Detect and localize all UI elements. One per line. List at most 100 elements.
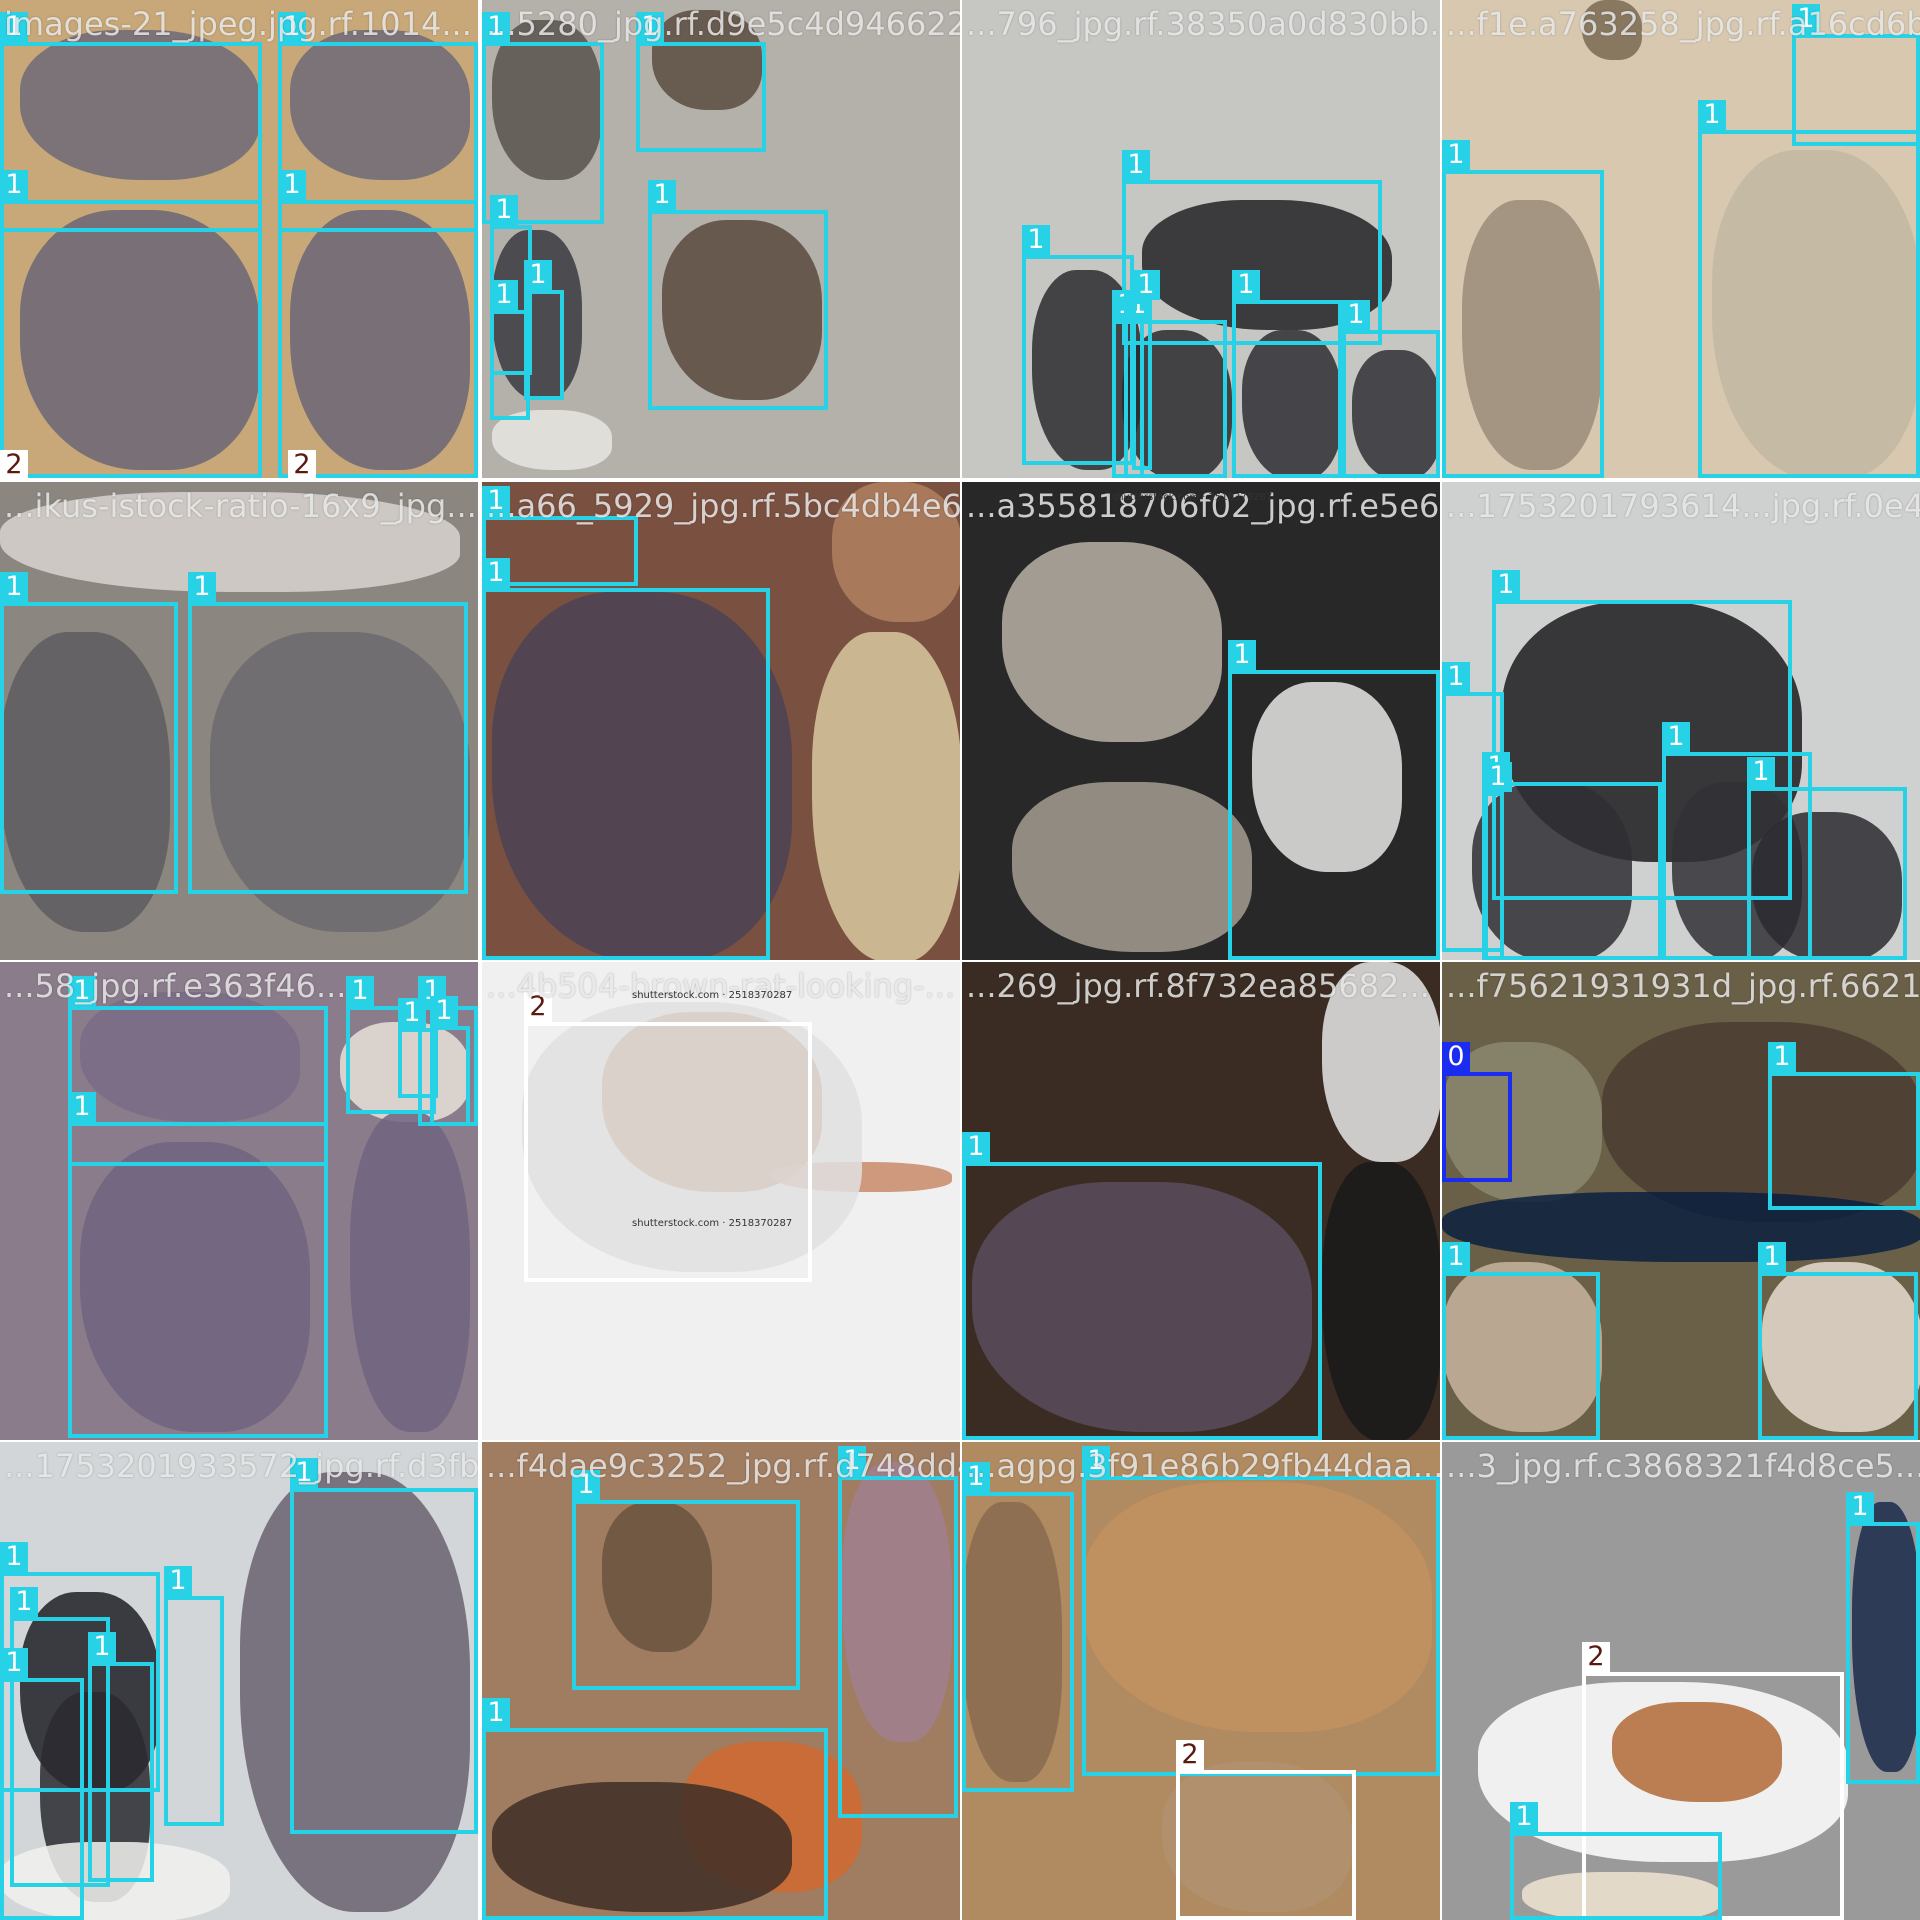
bounding-box-class-1: 1 (430, 996, 470, 1126)
class-label: 1 (962, 1462, 990, 1492)
class-label: 1 (1698, 100, 1726, 130)
bounding-box-class-1: 1 (0, 170, 262, 478)
image-region (80, 1142, 310, 1432)
class-label: 1 (1082, 1446, 1110, 1476)
bounding-box-class-1: 1 (1442, 1242, 1600, 1440)
class-label: 1 (1442, 1242, 1470, 1272)
bounding-box-class-1: 1 (1122, 150, 1382, 345)
tile-filename: ...796_jpg.rf.38350a0d830bb... (966, 5, 1440, 43)
bounding-box-class-1: 1 (1342, 300, 1440, 478)
image-region (1442, 1192, 1920, 1262)
bounding-box-class-1: 1 (0, 12, 262, 232)
bounding-box-class-1: 1 (1846, 1492, 1920, 1784)
tile-filename: ...agpg.3f91e86b29fb44daa... (966, 1447, 1440, 1485)
bounding-box-class-1: 1 (398, 998, 438, 1098)
bounding-box-class-1: 1 (838, 1446, 958, 1818)
image-region (842, 1462, 952, 1742)
mosaic-tile: 1 1 1 ...f1e.a763258_jpg.rf.a16cd6b... (1442, 0, 1920, 478)
image-region (972, 1182, 1312, 1432)
class-label: 1 (68, 976, 96, 1006)
image-region (602, 1502, 712, 1652)
bounding-box-class-1: 1 (68, 976, 328, 1166)
mosaic-tile: 1 1 2 ...agpg.3f91e86b29fb44daa... (962, 1442, 1440, 1920)
class-label: 1 (1442, 662, 1470, 692)
class-label: 1 (482, 558, 510, 588)
class-label: 2 (0, 450, 28, 478)
class-label: 1 (1342, 300, 1370, 330)
image-region (1082, 1482, 1432, 1732)
mosaic-tile: 111111...1753201793614...jpg.rf.0e48... (1442, 482, 1920, 960)
class-label: 1 (1846, 1492, 1874, 1522)
image-region (1352, 350, 1440, 478)
mosaic-tile: 1111111...58_jpg.rf.e363f46... (0, 962, 478, 1440)
class-label: 1 (636, 12, 664, 42)
class-label: 1 (572, 1470, 600, 1500)
class-label: 1 (164, 1566, 192, 1596)
image-region (0, 632, 170, 932)
bounding-box-class-1: 1 (1132, 270, 1160, 470)
mosaic-tile: 1 ...a355818706f02_jpg.rf.e5e6... shutters… (962, 482, 1440, 960)
class-label: 2 (1176, 1740, 1204, 1770)
image-region (80, 992, 300, 1122)
image-region (1322, 962, 1440, 1162)
bounding-box-class-1: 1 (1482, 752, 1662, 960)
class-label: 1 (482, 1698, 510, 1728)
image-region (240, 1472, 470, 1912)
image-region (1252, 682, 1402, 872)
mosaic-tile: 1 ...269_jpg.rf.8f732ea85682... (962, 962, 1440, 1440)
class-label: 1 (490, 195, 518, 225)
image-region (652, 10, 762, 110)
bounding-box-class-1: 1 (1792, 4, 1920, 146)
class-label: 1 (838, 1446, 866, 1476)
class-label: 1 (278, 12, 306, 42)
image-region (662, 220, 822, 400)
image-region (1322, 1162, 1440, 1440)
class-label: 0 (1442, 1042, 1470, 1072)
tile-filename: ...f1e.a763258_jpg.rf.a16cd6b... (1446, 5, 1920, 43)
bounding-box-class-1: 1 (68, 1092, 328, 1438)
image-region (1242, 330, 1342, 478)
image-region (492, 20, 602, 180)
image-region (350, 1112, 470, 1432)
tile-filename: ...a66_5929_jpg.rf.5bc4db4e6... (486, 487, 960, 525)
bounding-box-class-1: 1 (0, 572, 178, 894)
tile-filename: ...3_jpg.rf.c3868321f4d8ce5... (1446, 1447, 1920, 1485)
class-label: 1 (398, 998, 426, 1028)
bounding-box-class-1: 1 (278, 170, 478, 478)
mosaic-tile: 1 1 ...a66_5929_jpg.rf.5bc4db4e6... (482, 482, 960, 960)
image-region (210, 632, 470, 932)
image-region (290, 30, 470, 180)
image-region (1012, 782, 1252, 952)
class-label: 1 (1022, 225, 1050, 255)
class-label: 2 (1582, 1642, 1610, 1672)
bounding-box-class-2: 2 (524, 992, 812, 1282)
class-label: 1 (490, 280, 518, 310)
image-region (1852, 1502, 1920, 1772)
image-region (492, 592, 792, 960)
bounding-box-class-1: 1 (482, 1698, 828, 1920)
image-region (1462, 200, 1602, 470)
bounding-box-class-1: 1 (290, 1458, 478, 1834)
tile-filename: images-21_jpeg.jpg.rf.1014... (4, 5, 472, 43)
bounding-box-class-1: 1 (1698, 100, 1920, 478)
class-label: 1 (346, 976, 374, 1006)
mosaic-tile: 111...f4dae9c3252_jpg.rf.d748dd4c... (482, 1442, 960, 1920)
image-region (290, 210, 470, 470)
image-region (962, 1502, 1062, 1782)
bounding-box-class-1: 1 (1232, 270, 1342, 478)
class-label: 1 (1492, 570, 1520, 600)
bounding-box-class-1: 1 (962, 1132, 1322, 1440)
class-label: 1 (482, 12, 510, 42)
image-region (20, 210, 260, 470)
bounding-box-class-1: 1 (1758, 1242, 1918, 1440)
image-region (1602, 1022, 1920, 1222)
bounding-box-class-1: 1 (636, 12, 766, 152)
class-label: 1 (1747, 757, 1775, 787)
class-label: 1 (0, 572, 28, 602)
bounding-box-class-1: 1 (278, 12, 478, 232)
class-label: 2 (524, 992, 552, 1022)
class-label: 1 (0, 1648, 28, 1678)
bounding-box-class-1: 1 (490, 280, 530, 420)
tile-filename: ...4b504-brown-rat-looking-... (486, 967, 956, 1005)
image-region (1522, 1872, 1722, 1920)
